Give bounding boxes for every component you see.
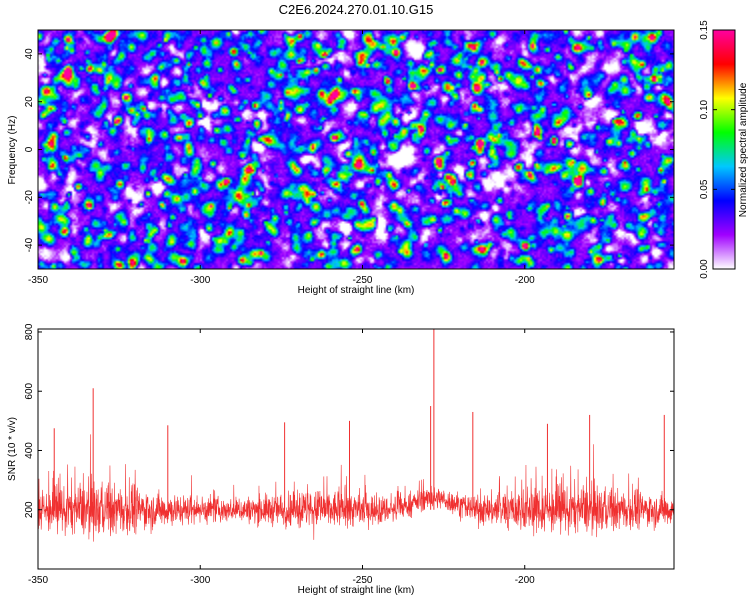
heatmap-x-ticks: -350 -300 -250 -200 — [28, 30, 535, 286]
colorbar-ticks: 0.00 0.05 0.10 0.15 — [699, 20, 735, 279]
colorbar-tick-label: 0.00 — [699, 259, 710, 279]
heatmap-y-tick-label: -40 — [24, 237, 35, 252]
snr-x-axis-label: Height of straight line (km) — [298, 585, 415, 596]
snr-y-axis-label: SNR (10 * v/v) — [7, 417, 18, 481]
heatmap-x-tick-label: -200 — [515, 275, 535, 286]
colorbar-tick-label: 0.10 — [699, 99, 710, 119]
heatmap-x-axis-label: Height of straight line (km) — [298, 285, 415, 296]
colorbar: 0.00 0.05 0.10 0.15 Normalized spectral amp… — [699, 20, 749, 279]
snr-y-ticks: 200 400 600 800 — [24, 323, 674, 518]
heatmap-image — [38, 30, 674, 269]
colorbar-label: Normalized spectral amplitude — [738, 82, 749, 217]
snr-x-tick-label: -250 — [352, 575, 372, 586]
snr-x-tick-label: -200 — [515, 575, 535, 586]
heatmap-x-tick-label: -350 — [28, 275, 48, 286]
snr-plot-area — [38, 329, 674, 569]
heatmap-y-tick-label: 40 — [24, 48, 35, 60]
snr-x-ticks: -350 -300 -250 -200 — [28, 329, 535, 586]
snr-x-tick-label: -300 — [190, 575, 210, 586]
chart-title: C2E6.2024.270.01.10.G15 — [279, 2, 434, 17]
colorbar-gradient — [713, 30, 735, 269]
snr-panel: -350 -300 -250 -200 200 400 600 800 Height of … — [7, 323, 675, 596]
heatmap-y-tick-label: 0 — [24, 146, 35, 152]
snr-x-tick-label: -350 — [28, 575, 48, 586]
snr-y-tick-label: 400 — [24, 442, 35, 459]
heatmap-x-tick-label: -300 — [190, 275, 210, 286]
snr-y-tick-label: 200 — [24, 501, 35, 518]
snr-y-tick-label: 800 — [24, 323, 35, 340]
heatmap-x-tick-label: -250 — [352, 275, 372, 286]
colorbar-frame — [712, 29, 736, 270]
heatmap-y-axis-label: Frequency (Hz) — [7, 116, 18, 185]
heatmap-y-tick-label: 20 — [24, 96, 35, 108]
snr-y-tick-label: 600 — [24, 382, 35, 399]
snr-peaks — [53, 329, 665, 510]
snr-series-line — [38, 434, 674, 542]
heatmap-y-ticks: -40 -20 0 20 40 — [24, 48, 674, 252]
heatmap-y-tick-label: -20 — [24, 190, 35, 205]
snr-frame — [37, 328, 675, 570]
colorbar-tick-label: 0.05 — [699, 179, 710, 199]
colorbar-tick-label: 0.15 — [699, 20, 710, 40]
